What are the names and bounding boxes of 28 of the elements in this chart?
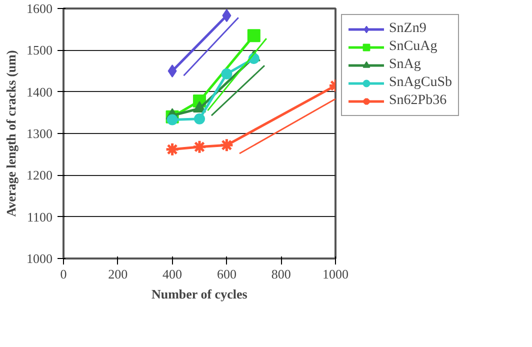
y-axis-title: Average length of cracks (um) [4, 50, 18, 217]
x-tick-label: 0 [60, 266, 67, 282]
legend-label: Sn62Pb36 [389, 93, 447, 109]
y-tick-label: 1100 [26, 209, 53, 224]
y-tick-label: 1000 [26, 251, 52, 266]
x-tick-label: 200 [108, 266, 128, 282]
legend-label: SnAg [389, 57, 421, 73]
point [247, 29, 260, 42]
legend-label: SnZn9 [389, 21, 426, 37]
point [166, 114, 178, 126]
point [194, 113, 205, 124]
point [221, 68, 232, 80]
x-tick-label: 400 [162, 266, 182, 282]
y-tick-label: 1500 [26, 42, 52, 58]
legend-label: SnAgCuSb [389, 75, 452, 91]
point [219, 138, 234, 152]
y-tick-label: 1600 [26, 1, 52, 16]
y-tick-label: 1200 [26, 168, 52, 183]
x-tick-label: 600 [216, 266, 236, 282]
point [168, 64, 177, 78]
x-tick-label: 1000 [322, 266, 348, 282]
point [192, 140, 207, 154]
y-tick-label: 1300 [26, 126, 52, 141]
legend-label: SnCuAg [389, 39, 438, 55]
x-axis-title: Number of cycles [151, 286, 248, 302]
point [165, 142, 180, 157]
x-tick-label: 800 [271, 266, 291, 282]
y-tick-label: 1400 [26, 84, 52, 100]
